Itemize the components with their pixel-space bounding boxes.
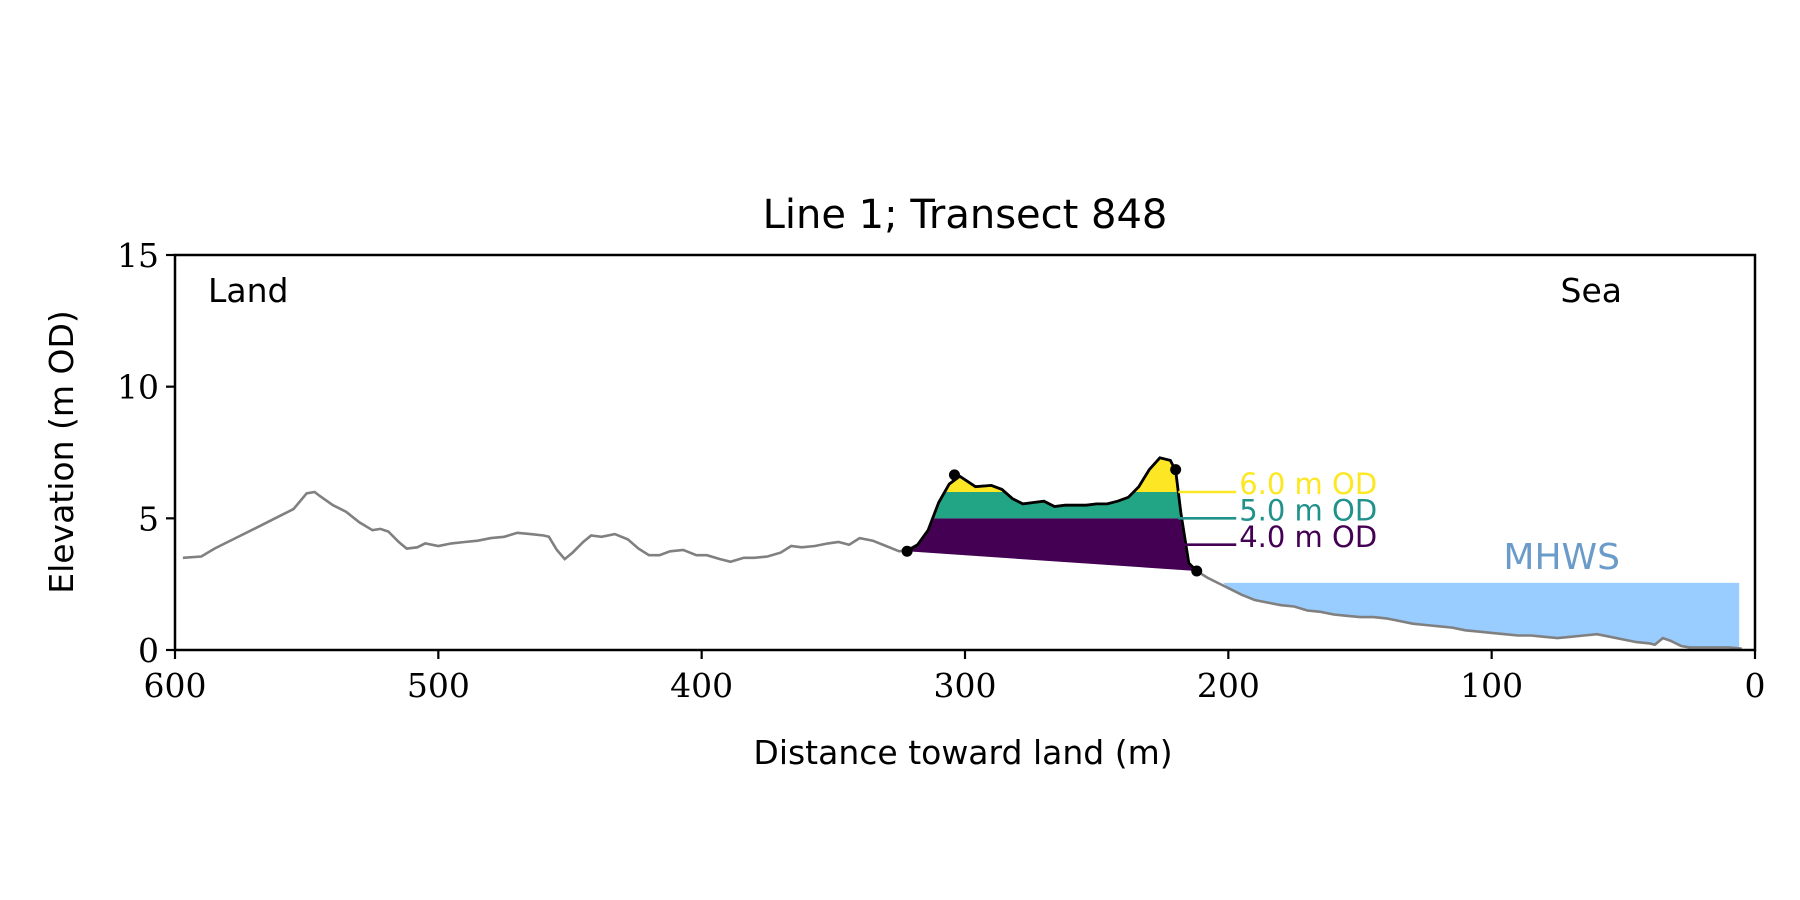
x-tick-label-100: 100	[1460, 666, 1523, 705]
y-tick-label-0: 0	[138, 631, 159, 670]
key-point-1	[901, 545, 913, 557]
x-tick-label-600: 600	[144, 666, 207, 705]
key-point-4	[1191, 565, 1203, 577]
level-band-1	[907, 518, 1197, 571]
chart-title: Line 1; Transect 848	[763, 192, 1168, 238]
x-axis: 600 500 400 300 200 100 0	[144, 650, 1766, 705]
x-axis-label: Distance toward land (m)	[753, 733, 1172, 772]
y-tick-label-10: 10	[117, 368, 159, 407]
key-point-2	[948, 469, 960, 481]
mhws-label: MHWS	[1503, 537, 1620, 578]
x-tick-label-400: 400	[670, 666, 733, 705]
sea-label: Sea	[1561, 271, 1622, 310]
y-tick-label-5: 5	[138, 499, 159, 538]
land-label: Land	[208, 271, 288, 310]
x-tick-label-200: 200	[1197, 666, 1260, 705]
level-label-1: 4.0 m OD	[1239, 520, 1377, 554]
y-axis-label: Elevation (m OD)	[42, 310, 81, 594]
level-band-3	[907, 457, 1197, 492]
x-tick-label-300: 300	[934, 666, 997, 705]
x-tick-label-0: 0	[1745, 666, 1766, 705]
x-tick-label-500: 500	[407, 666, 470, 705]
y-tick-label-15: 15	[117, 236, 159, 275]
level-label-3: 6.0 m OD	[1239, 467, 1377, 501]
mhws-water-fill	[1223, 582, 1740, 648]
y-axis: 0 5 10 15	[117, 236, 175, 670]
level-label-2: 5.0 m OD	[1239, 493, 1377, 527]
key-point-3	[1170, 464, 1182, 476]
